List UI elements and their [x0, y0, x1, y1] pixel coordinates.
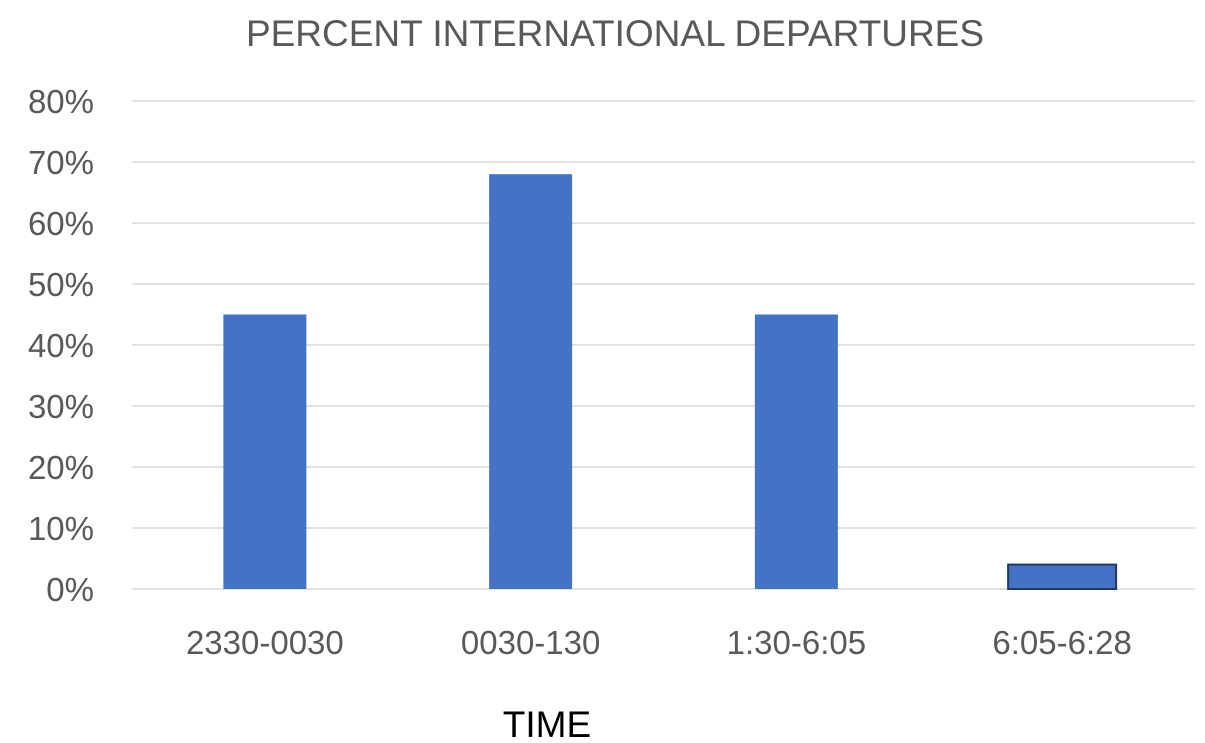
y-tick-label: 0% — [46, 571, 94, 608]
y-tick-label: 20% — [28, 449, 94, 486]
gridlines — [132, 100, 1195, 590]
x-tick-label: 0030-130 — [461, 624, 600, 661]
bar-2 — [754, 314, 838, 589]
y-tick-label: 60% — [28, 205, 94, 242]
x-tick-label: 6:05-6:28 — [992, 624, 1131, 661]
bar-3 — [1007, 563, 1118, 590]
y-axis-tick-labels: 0% 10% 20% 30% 40% 50% 60% 70% 80% — [28, 83, 94, 608]
y-tick-label: 40% — [28, 327, 94, 364]
x-axis-tick-labels: 2330-0030 0030-130 1:30-6:05 6:05-6:28 — [186, 624, 1132, 661]
y-tick-label: 50% — [28, 266, 94, 303]
bar-1 — [489, 174, 573, 589]
y-tick-label: 80% — [28, 83, 94, 120]
y-tick-label: 10% — [28, 510, 94, 547]
bars — [223, 174, 1118, 590]
bar-0 — [223, 314, 307, 589]
chart-title: PERCENT INTERNATIONAL DEPARTURES — [246, 13, 984, 54]
x-tick-label: 2330-0030 — [186, 624, 344, 661]
x-axis-title: TIME — [503, 704, 591, 743]
y-tick-label: 30% — [28, 388, 94, 425]
y-tick-label: 70% — [28, 144, 94, 181]
x-tick-label: 1:30-6:05 — [727, 624, 866, 661]
